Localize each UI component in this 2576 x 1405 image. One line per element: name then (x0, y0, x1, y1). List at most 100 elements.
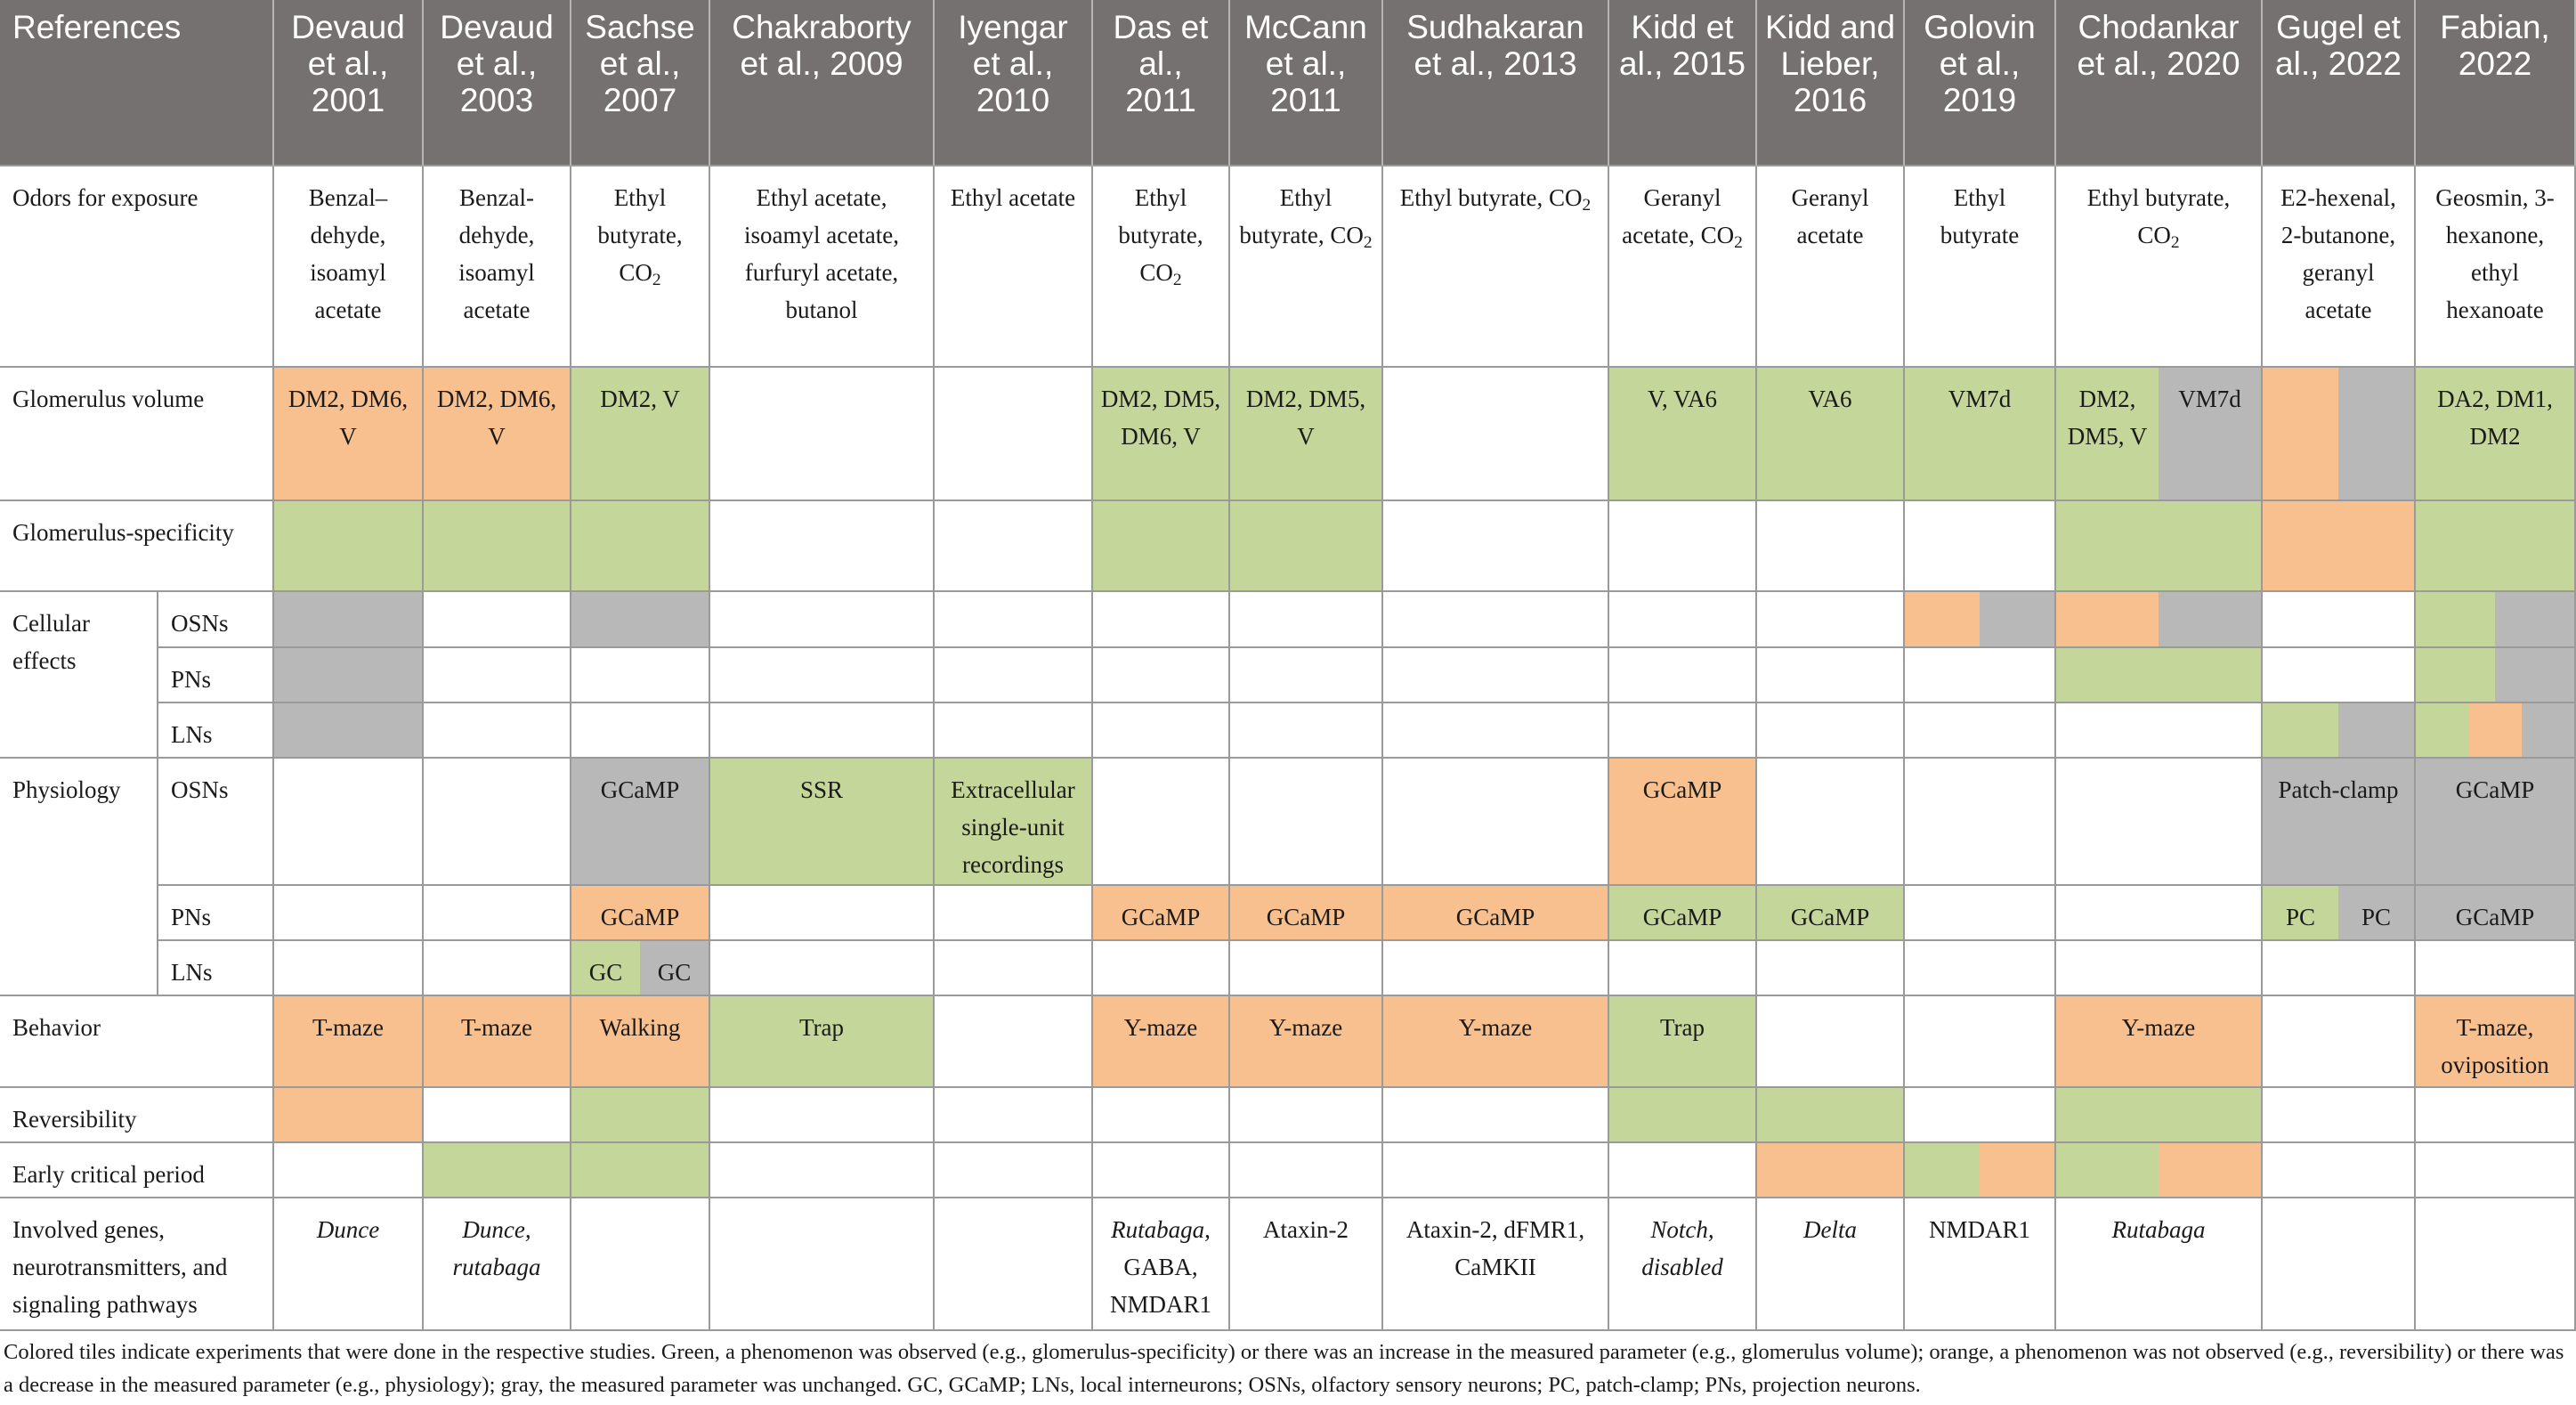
table-cell (2416, 941, 2576, 996)
cell-text: GC (657, 959, 692, 986)
column-header: Chakraborty et al., 2009 (710, 0, 935, 166)
table-cell (935, 648, 1093, 703)
cell-text: GCaMP (2455, 904, 2535, 930)
table-cell (710, 1088, 935, 1143)
table-cell (710, 1198, 935, 1331)
cell-text: Ethyl butyrate (1940, 184, 2020, 248)
color-tile-orange (2263, 501, 2414, 590)
column-header: Kidd and Lieber, 2016 (1757, 0, 1905, 166)
color-tile-gray (274, 592, 422, 646)
table-cell: Benzal-dehyde, isoamyl acetate (424, 166, 571, 368)
table-cell (935, 1198, 1093, 1331)
table-cell (1609, 1143, 1757, 1198)
cell-text: Ethyl butyrate, CO2 (1118, 184, 1203, 289)
row-label: Odors for exposure (0, 166, 274, 368)
column-header: Iyengar et al., 2010 (935, 0, 1093, 166)
table-cell: Y-maze (1093, 996, 1230, 1088)
cell-text: Geosmin, 3-hexanone, ethyl hexanoate (2435, 184, 2555, 323)
table-cell (1383, 759, 1609, 886)
table-cell (274, 1143, 424, 1198)
color-tile-orange (1093, 886, 1228, 939)
table-cell (935, 592, 1093, 648)
table-cell (2416, 648, 2576, 703)
table-cell (2263, 1143, 2416, 1198)
table-cell: GCaMP (2416, 759, 2576, 886)
row-group-label: Physiology (0, 759, 158, 996)
table-cell: GCaMP (1757, 886, 1905, 941)
table-cell (1383, 592, 1609, 648)
color-tile-orange (424, 996, 570, 1086)
color-tile-gray (274, 648, 422, 702)
table-cell (274, 886, 424, 941)
column-header: Gugel et al., 2022 (2263, 0, 2416, 166)
color-tile-orange (1609, 759, 1755, 884)
table-cell (1757, 759, 1905, 886)
table-cell (571, 648, 710, 703)
table-cell (274, 648, 424, 703)
cell-text: Dunce (316, 1216, 380, 1243)
table-cell (2056, 941, 2263, 996)
table-cell: Walking (571, 996, 710, 1088)
color-tile-orange (2159, 1143, 2261, 1197)
table-cell (2416, 1143, 2576, 1198)
table-cell (2416, 1088, 2576, 1143)
table-cell (1757, 941, 1905, 996)
table-cell (424, 648, 571, 703)
color-tile-green (1230, 501, 1381, 590)
table-cell (424, 592, 571, 648)
cell-text: E2-hexenal, 2-butanone, geranyl acetate (2280, 184, 2396, 323)
table-cell: Ethyl butyrate (1905, 166, 2056, 368)
color-tile-gray (2521, 703, 2574, 757)
cell-text: Ethyl butyrate, CO2 (597, 184, 683, 289)
table-cell (710, 592, 935, 648)
table-cell (424, 501, 571, 592)
color-tile-orange (1980, 1143, 2054, 1197)
color-tile-gray (1980, 592, 2054, 646)
cell-text: T-maze (461, 1014, 532, 1041)
table-cell: Patch-clamp (2263, 759, 2416, 886)
table-cell (1093, 759, 1230, 886)
table-cell (2263, 501, 2416, 592)
cell-text: DM2, DM5, V (2067, 386, 2148, 450)
color-tile-orange (2468, 703, 2523, 757)
color-tile-green (2056, 501, 2261, 590)
table-cell: DM2, DM5, V VM7d (2056, 368, 2263, 501)
table-cell: GCaMP (1609, 886, 1757, 941)
cell-text: GCaMP (2455, 776, 2535, 803)
table-cell (2263, 1088, 2416, 1143)
table-cell (1093, 592, 1230, 648)
column-header: Devaud et al., 2001 (274, 0, 424, 166)
table-cell (2056, 886, 2263, 941)
color-tile-green (2416, 368, 2574, 499)
color-tile-green (1609, 1088, 1755, 1141)
cell-text: Y-maze (1123, 1014, 1198, 1041)
column-header: Devaud et al., 2003 (424, 0, 571, 166)
table-cell: NMDAR1 (1905, 1198, 2056, 1331)
color-tile-orange (274, 1088, 422, 1141)
table-cell (1905, 1088, 2056, 1143)
column-header: Das et al., 2011 (1093, 0, 1230, 166)
table-cell: GCaMP (1383, 886, 1609, 941)
table-cell (2056, 703, 2263, 759)
table-cell: Rutabaga (2056, 1198, 2263, 1331)
cell-text: Dunce, rutabaga (452, 1216, 541, 1280)
color-tile-gray (2495, 648, 2574, 702)
table-cell (1757, 592, 1905, 648)
table-cell (1383, 703, 1609, 759)
cell-text: SSR (799, 776, 844, 803)
table-cell (935, 996, 1093, 1088)
column-header: McCann et al., 2011 (1230, 0, 1383, 166)
cell-text: Benzal-dehyde, isoamyl acetate (458, 184, 535, 323)
cell-text: NMDAR1 (1928, 1216, 2030, 1243)
row-sublabel: LNs (158, 941, 274, 996)
cell-text: GCaMP (1642, 776, 1722, 803)
cell-text: GCaMP (600, 776, 680, 803)
color-tile-orange (1230, 886, 1381, 939)
table-cell (710, 648, 935, 703)
color-tile-green (2056, 1143, 2159, 1197)
table-cell: DM2, DM6, V (424, 368, 571, 501)
table-cell: Ethyl butyrate, CO2 (1093, 166, 1230, 368)
color-tile-gray (571, 759, 709, 884)
table-cell (2263, 1198, 2416, 1331)
table-cell (1609, 941, 1757, 996)
